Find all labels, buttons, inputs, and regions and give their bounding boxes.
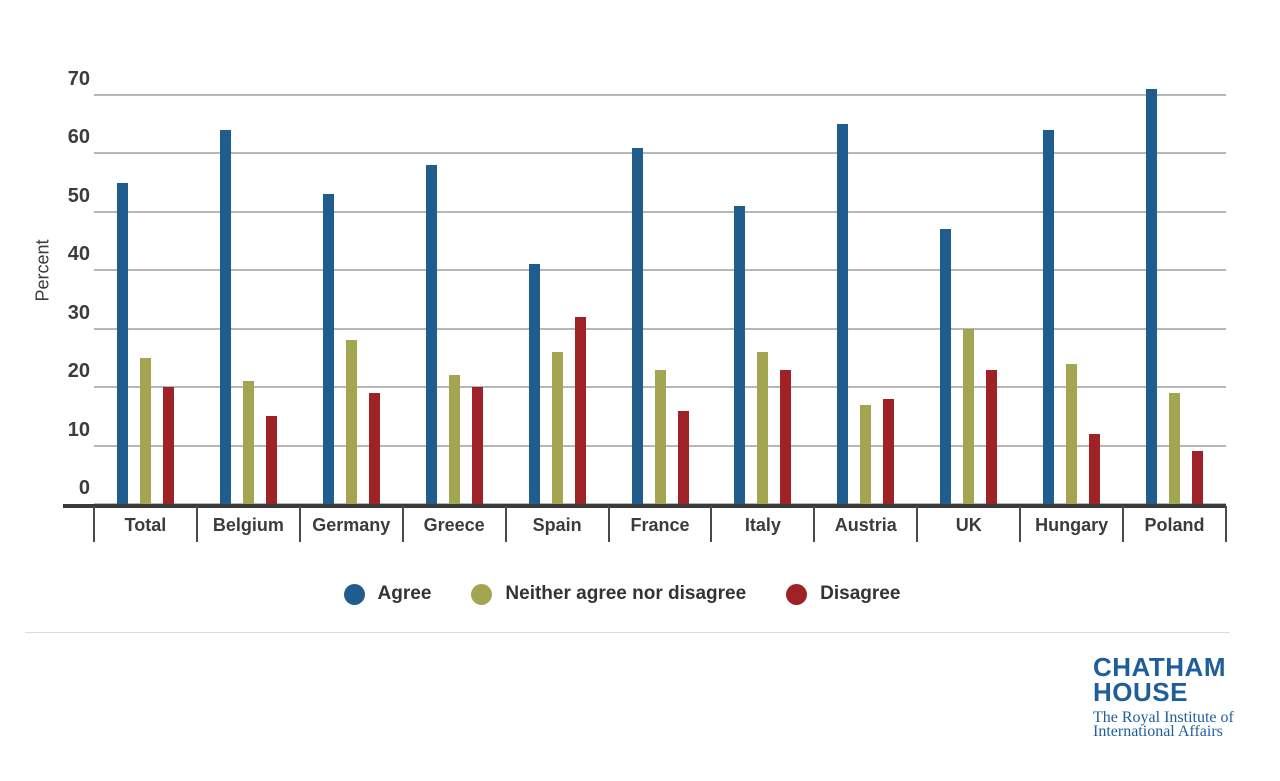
bar-disagree-total — [162, 387, 174, 504]
bar-disagree-germany — [368, 392, 380, 504]
category-separator — [93, 506, 95, 542]
bar-disagree-greece — [471, 387, 483, 504]
x-category-label-poland: Poland — [1144, 515, 1205, 535]
y-tick-label-10: 10 — [67, 418, 90, 441]
chart-legend: Agree Neither agree nor disagree Disagree — [0, 583, 1262, 605]
category-separator — [916, 506, 919, 542]
x-category-label-italy: Italy — [744, 515, 781, 535]
bar-neither-agree-nor-disagree-uk — [963, 328, 975, 504]
x-category-label-austria: Austria — [834, 515, 897, 535]
y-tick-label-0: 0 — [78, 477, 90, 499]
bar-disagree-italy — [780, 369, 792, 504]
x-category-label-spain: Spain — [532, 515, 582, 535]
bar-agree-belgium — [219, 130, 231, 504]
legend-label: Neither agree nor disagree — [505, 583, 747, 604]
bar-neither-agree-nor-disagree-italy — [757, 352, 769, 504]
legend-item-disagree: Disagree — [786, 583, 900, 605]
bar-disagree-spain — [574, 317, 586, 504]
y-tick-label-50: 50 — [67, 184, 90, 207]
category-separator — [710, 506, 713, 542]
gridline-30 — [94, 327, 1226, 330]
gridline-60 — [94, 152, 1226, 155]
bar-agree-austria — [837, 124, 849, 504]
bar-agree-italy — [734, 206, 746, 504]
gridline-50 — [94, 210, 1226, 213]
logo-line2: HOUSE — [1093, 677, 1188, 707]
y-tick-label-20: 20 — [67, 360, 90, 383]
logo-sub1: The Royal Institute of — [1093, 709, 1234, 726]
bar-neither-agree-nor-disagree-austria — [860, 404, 872, 504]
bar-agree-spain — [528, 264, 540, 504]
bar-agree-uk — [940, 229, 952, 504]
bar-disagree-hungary — [1089, 433, 1101, 504]
legend-swatch-icon — [471, 583, 493, 605]
bar-neither-agree-nor-disagree-total — [139, 357, 151, 504]
x-category-label-greece: Greece — [423, 515, 485, 535]
logo-line1: CHATHAM — [1093, 652, 1226, 682]
logo-sub2: International Affairs — [1093, 723, 1223, 740]
bar-agree-france — [631, 147, 643, 504]
bar-neither-agree-nor-disagree-belgium — [242, 381, 254, 504]
category-separator — [1122, 506, 1125, 542]
bar-agree-hungary — [1043, 130, 1055, 504]
bar-disagree-belgium — [265, 416, 277, 504]
bar-disagree-poland — [1192, 451, 1204, 504]
x-category-label-uk: UK — [955, 515, 982, 535]
x-axis-line — [63, 504, 1226, 508]
legend-item-agree: Agree — [343, 583, 432, 605]
legend-swatch-icon — [343, 583, 365, 605]
x-category-label-france: France — [630, 515, 690, 535]
category-separator — [298, 506, 301, 542]
bar-neither-agree-nor-disagree-france — [654, 369, 666, 504]
bar-disagree-austria — [883, 398, 895, 504]
bar-neither-agree-nor-disagree-greece — [448, 375, 460, 504]
bar-agree-poland — [1146, 89, 1158, 504]
category-separator — [504, 506, 507, 542]
bar-neither-agree-nor-disagree-poland — [1169, 392, 1181, 504]
bar-agree-total — [116, 182, 128, 504]
bar-disagree-france — [677, 410, 689, 504]
x-category-label-hungary: Hungary — [1035, 515, 1109, 535]
gridline-40 — [94, 269, 1226, 272]
y-tick-label-40: 40 — [67, 243, 90, 266]
legend-label: Disagree — [820, 583, 901, 604]
logo-wordmark: CHATHAM HOUSE — [1093, 652, 1253, 707]
bar-disagree-uk — [986, 369, 998, 504]
y-tick-label-30: 30 — [67, 301, 90, 324]
category-separator — [1225, 506, 1227, 542]
x-category-label-belgium: Belgium — [212, 515, 284, 535]
footer-divider-line — [25, 632, 1230, 633]
category-separator — [1019, 506, 1022, 542]
bar-neither-agree-nor-disagree-spain — [551, 352, 563, 504]
category-separator — [813, 506, 816, 542]
x-category-label-germany: Germany — [312, 515, 391, 535]
bar-neither-agree-nor-disagree-hungary — [1066, 363, 1078, 504]
y-tick-label-70: 70 — [67, 68, 90, 90]
bar-neither-agree-nor-disagree-germany — [345, 340, 357, 504]
category-separator — [607, 506, 610, 542]
legend-label: Agree — [377, 583, 432, 604]
logo-subtitle: The Royal Institute of International Aff… — [1093, 709, 1253, 740]
category-separator — [401, 506, 404, 542]
bar-agree-greece — [425, 165, 437, 504]
legend-swatch-icon — [786, 583, 808, 605]
y-tick-label-60: 60 — [67, 126, 90, 149]
category-separator — [195, 506, 198, 542]
legend-item-neither-agree-nor-disagree: Neither agree nor disagree — [471, 583, 746, 605]
x-category-label-total: Total — [124, 515, 167, 535]
gridline-70 — [94, 94, 1226, 96]
chatham-house-logo: CHATHAM HOUSE The Royal Institute of Int… — [1093, 652, 1253, 740]
bar-agree-germany — [322, 194, 334, 504]
